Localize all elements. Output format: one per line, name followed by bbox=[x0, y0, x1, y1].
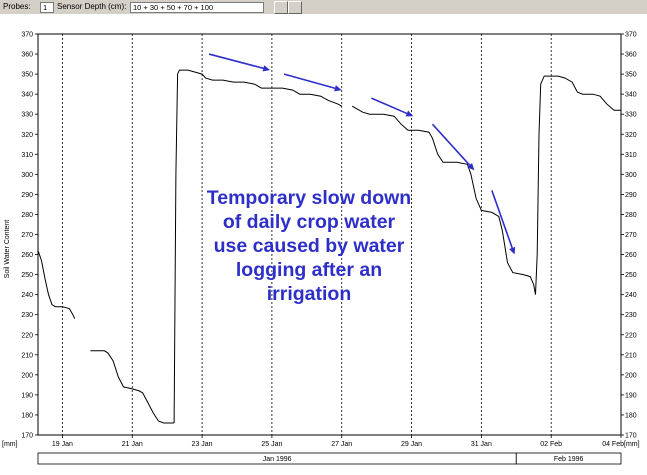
y-tick-label: 290 bbox=[625, 192, 637, 199]
annotation-line: use caused by water bbox=[214, 235, 405, 257]
y-tick-label: 190 bbox=[625, 392, 637, 399]
y-tick-label: 330 bbox=[625, 112, 637, 119]
y-tick-label: 290 bbox=[21, 192, 33, 199]
unit-label-right: [mm] bbox=[624, 441, 640, 448]
y-tick-label: 340 bbox=[21, 92, 33, 99]
x-tick-label: 25 Jan bbox=[261, 441, 282, 448]
y-tick-label: 360 bbox=[21, 52, 33, 59]
month-label: Feb 1996 bbox=[554, 456, 584, 463]
annotation-arrow bbox=[491, 190, 516, 255]
toolbar-button[interactable] bbox=[274, 1, 288, 14]
y-tick-label: 310 bbox=[625, 152, 637, 159]
y-tick-label: 220 bbox=[625, 332, 637, 339]
series-line bbox=[173, 69, 342, 424]
y-tick-label: 210 bbox=[625, 352, 637, 359]
y-tick-label: 330 bbox=[21, 112, 33, 119]
y-tick-label: 320 bbox=[625, 132, 637, 139]
y-tick-label: 270 bbox=[21, 232, 33, 239]
x-tick-label: 23 Jan bbox=[192, 441, 213, 448]
annotation-arrow bbox=[283, 73, 342, 92]
month-label: Jan 1996 bbox=[263, 456, 292, 463]
y-tick-label: 370 bbox=[21, 32, 33, 39]
x-tick-label: 27 Jan bbox=[331, 441, 352, 448]
y-tick-label: 220 bbox=[21, 332, 33, 339]
y-tick-label: 310 bbox=[21, 152, 33, 159]
annotation-line: Temporary slow down bbox=[207, 187, 411, 209]
y-tick-label: 260 bbox=[21, 252, 33, 259]
x-tick-label: 19 Jan bbox=[52, 441, 73, 448]
y-tick-label: 300 bbox=[625, 172, 637, 179]
annotation-line: irrigation bbox=[267, 283, 352, 305]
sensor-depth-field[interactable]: 10 + 30 + 50 + 70 + 100 bbox=[130, 2, 264, 13]
y-tick-label: 170 bbox=[625, 433, 637, 440]
unit-label-left: [mm] bbox=[2, 441, 18, 448]
soil-water-chart: 170 180 190 200 210 220 230 240 250 260 270 280 290 3… bbox=[0, 14, 647, 475]
probes-label: Probes: bbox=[3, 2, 31, 11]
y-tick-label: 250 bbox=[625, 272, 637, 279]
toolbar-button[interactable] bbox=[288, 1, 302, 14]
y-tick-label: 230 bbox=[21, 312, 33, 319]
x-tick-label: 02 Feb bbox=[540, 441, 562, 448]
annotation-arrow bbox=[208, 53, 271, 72]
sensor-depth-label: Sensor Depth (cm): bbox=[57, 2, 127, 11]
x-tick-label: 29 Jan bbox=[401, 441, 422, 448]
y-tick-label: 170 bbox=[21, 433, 33, 440]
annotation-line: logging after an bbox=[236, 259, 382, 281]
y-tick-label: 240 bbox=[21, 292, 33, 299]
x-tick-label: 04 Feb bbox=[602, 441, 624, 448]
y-tick-label: 190 bbox=[21, 392, 33, 399]
y-tick-label: 350 bbox=[21, 72, 33, 79]
y-tick-label: 260 bbox=[625, 252, 637, 259]
y-tick-label: 200 bbox=[21, 372, 33, 379]
y-tick-label: 240 bbox=[625, 292, 637, 299]
y-tick-label: 280 bbox=[625, 212, 637, 219]
annotation-arrow bbox=[371, 97, 414, 117]
series-line bbox=[351, 75, 621, 295]
y-tick-label: 360 bbox=[625, 52, 637, 59]
y-tick-label: 320 bbox=[21, 132, 33, 139]
y-tick-label: 370 bbox=[625, 32, 637, 39]
y-tick-label: 350 bbox=[625, 72, 637, 79]
probes-field[interactable]: 1 bbox=[40, 2, 54, 13]
y-tick-label: 280 bbox=[21, 212, 33, 219]
y-tick-label: 340 bbox=[625, 92, 637, 99]
month-band bbox=[515, 452, 622, 465]
annotation-arrow bbox=[431, 123, 475, 171]
y-tick-label: 250 bbox=[21, 272, 33, 279]
y-tick-label: 270 bbox=[625, 232, 637, 239]
y-tick-label: 180 bbox=[625, 412, 637, 419]
x-tick-label: 31 Jan bbox=[471, 441, 492, 448]
series-line bbox=[90, 350, 175, 424]
y-tick-label: 300 bbox=[21, 172, 33, 179]
y-axis-label: Soil Water Content bbox=[4, 220, 11, 279]
series-line bbox=[37, 250, 76, 319]
x-tick-label: 21 Jan bbox=[122, 441, 143, 448]
y-tick-label: 210 bbox=[21, 352, 33, 359]
annotation-line: of daily crop water bbox=[223, 211, 396, 233]
toolbar: Probes: 1 Sensor Depth (cm): 10 + 30 + 5… bbox=[0, 0, 647, 15]
y-tick-label: 200 bbox=[625, 372, 637, 379]
y-tick-label: 230 bbox=[625, 312, 637, 319]
y-tick-label: 180 bbox=[21, 412, 33, 419]
